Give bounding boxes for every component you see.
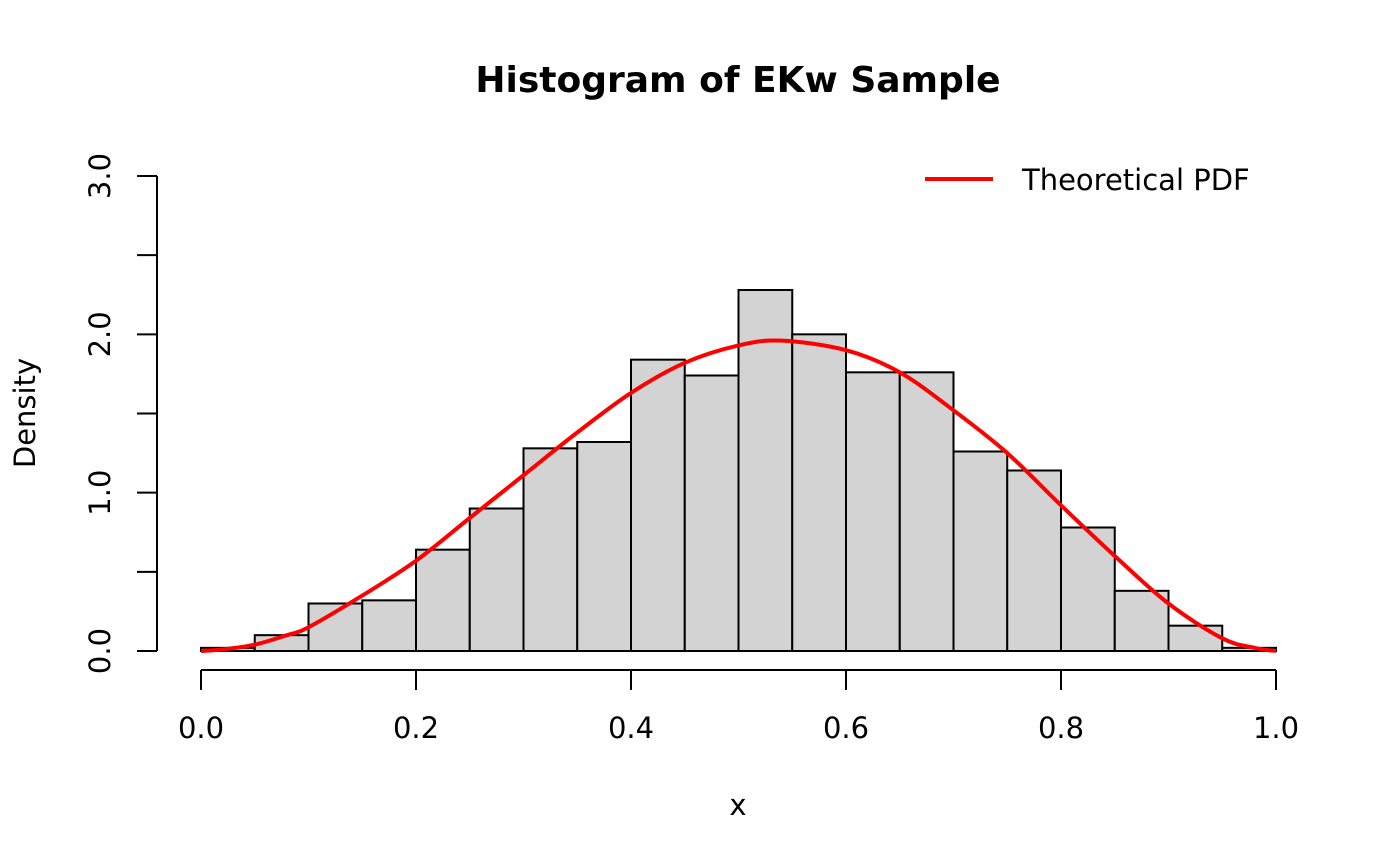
y-tick-label: 2.0 bbox=[83, 311, 117, 357]
x-tick-label: 0.6 bbox=[823, 711, 869, 745]
y-axis-title: Density bbox=[8, 358, 42, 468]
x-tick-label: 1.0 bbox=[1253, 711, 1299, 745]
histogram-bar bbox=[1006, 469, 1062, 652]
histogram-bar bbox=[361, 599, 417, 652]
y-tick-label: 1.0 bbox=[83, 470, 117, 516]
histogram-bar bbox=[952, 450, 1009, 652]
histogram-bar bbox=[1060, 526, 1116, 652]
histogram-bar bbox=[576, 441, 632, 652]
histogram-bar bbox=[415, 548, 471, 653]
chart-title: Histogram of EKw Sample bbox=[475, 60, 1000, 101]
y-tick-label: 3.0 bbox=[83, 153, 117, 199]
y-axis: 0.0 1.0 2.0 3.0 bbox=[83, 153, 158, 674]
histogram-bar bbox=[522, 447, 579, 653]
x-tick-label: 0.0 bbox=[178, 711, 224, 745]
x-tick-label: 0.8 bbox=[1038, 711, 1084, 745]
legend-label: Theoretical PDF bbox=[1021, 163, 1250, 197]
histogram-bar bbox=[1167, 624, 1224, 653]
theoretical-pdf-line bbox=[200, 338, 1277, 653]
histogram-bar bbox=[468, 507, 525, 652]
legend: Theoretical PDF bbox=[925, 163, 1250, 197]
x-axis: 0.0 0.2 0.4 0.6 0.8 1.0 bbox=[178, 669, 1299, 745]
histogram-bars bbox=[200, 289, 1277, 653]
y-tick-label: 0.0 bbox=[83, 628, 117, 674]
histogram-bar bbox=[791, 333, 847, 652]
histogram-bar bbox=[845, 371, 901, 652]
x-tick-label: 0.2 bbox=[393, 711, 439, 745]
histogram-bar bbox=[898, 371, 955, 652]
histogram-bar bbox=[683, 374, 740, 652]
histogram-bar bbox=[737, 289, 794, 652]
histogram-bar bbox=[1113, 589, 1170, 652]
x-axis-title: x bbox=[729, 788, 746, 822]
x-tick-label: 0.4 bbox=[608, 711, 654, 745]
histogram-bar bbox=[630, 358, 686, 652]
